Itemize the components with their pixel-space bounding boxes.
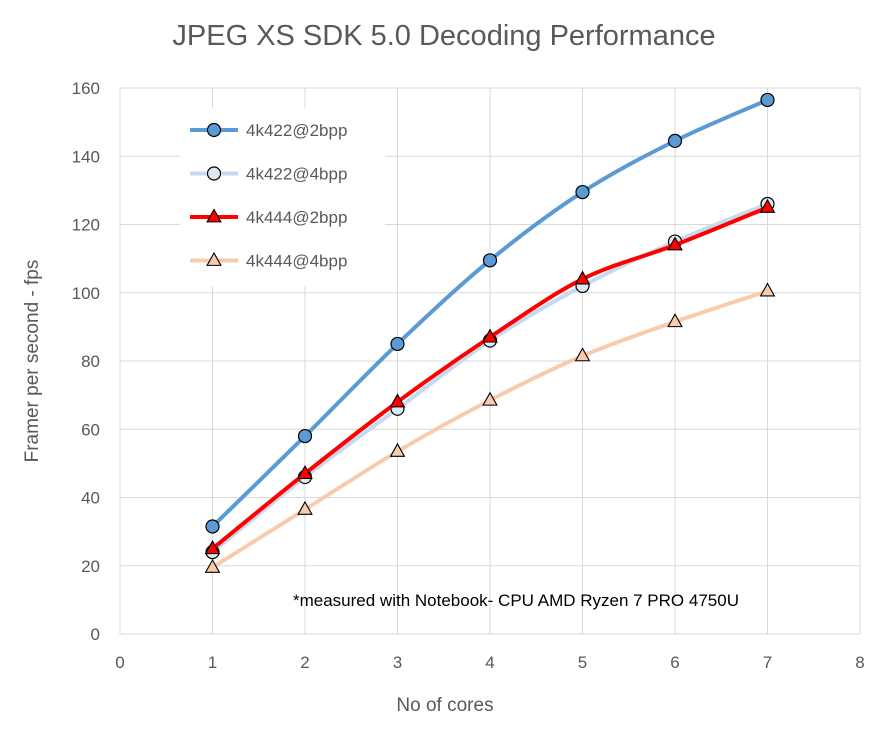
data-point [575, 184, 590, 200]
data-point [389, 442, 406, 457]
x-axis-label: No of cores [396, 695, 493, 716]
y-tick-label: 160 [72, 79, 100, 98]
data-point [760, 92, 775, 108]
legend-label: 4k422@4bpp [246, 165, 347, 184]
legend-label: 4k444@4bpp [246, 252, 347, 271]
data-point [482, 391, 498, 406]
y-tick-label: 40 [81, 489, 100, 508]
data-point [667, 313, 683, 328]
data-point [574, 270, 591, 285]
chart-annotation: *measured with Notebook- CPU AMD Ryzen 7… [293, 591, 739, 610]
series-4k444@2bpp [204, 198, 776, 555]
data-point [297, 464, 313, 480]
x-tick-label: 3 [393, 653, 402, 672]
data-point [574, 347, 591, 362]
y-tick-label: 20 [81, 557, 100, 576]
x-tick-label: 0 [115, 653, 124, 672]
data-point [206, 166, 222, 181]
legend-item: 4k422@2bpp [190, 121, 347, 140]
legend: 4k422@2bpp 4k422@4bpp 4k444@2bpp 4k444@4bpp [190, 121, 347, 271]
y-tick-label: 100 [72, 284, 100, 303]
data-point [759, 198, 776, 213]
y-tick-label: 0 [91, 625, 100, 644]
data-point [297, 428, 313, 444]
data-point [667, 236, 683, 251]
legend-item: 4k444@4bpp [190, 252, 347, 271]
data-point [206, 122, 222, 138]
data-point [297, 500, 313, 515]
y-axis-ticks: 0 20 40 60 80 100 120 140 160 [72, 79, 100, 644]
data-point [206, 208, 222, 223]
y-axis-label: Framer per second - fps [22, 260, 43, 463]
legend-item: 4k422@4bpp [190, 165, 347, 184]
series-layer [204, 92, 776, 573]
y-tick-label: 140 [72, 147, 100, 166]
data-point [390, 336, 405, 352]
x-tick-label: 5 [578, 653, 587, 672]
data-point [205, 519, 220, 534]
series-4k444@4bpp [204, 282, 776, 573]
data-point [204, 558, 221, 573]
x-tick-label: 4 [485, 653, 494, 672]
data-point [667, 133, 683, 148]
y-tick-label: 80 [81, 352, 100, 371]
x-tick-label: 1 [208, 653, 217, 672]
data-point [482, 253, 498, 268]
data-point [389, 393, 406, 408]
data-point [204, 540, 221, 555]
chart-title: JPEG XS SDK 5.0 Decoding Performance [172, 20, 715, 52]
x-tick-label: 7 [763, 653, 772, 672]
legend-item: 4k444@2bpp [190, 208, 347, 227]
x-tick-label: 8 [855, 653, 864, 672]
y-tick-label: 120 [72, 216, 100, 235]
data-point [482, 328, 498, 343]
data-point [759, 282, 776, 297]
legend-label: 4k444@2bpp [246, 208, 347, 227]
data-point [206, 251, 222, 266]
y-tick-label: 60 [81, 420, 100, 439]
legend-label: 4k422@2bpp [246, 121, 347, 140]
x-tick-label: 6 [670, 653, 679, 672]
series-4k422@2bpp [205, 92, 775, 534]
x-tick-label: 2 [300, 653, 309, 672]
x-axis-ticks: 0 1 2 3 4 5 6 7 8 [115, 653, 864, 672]
